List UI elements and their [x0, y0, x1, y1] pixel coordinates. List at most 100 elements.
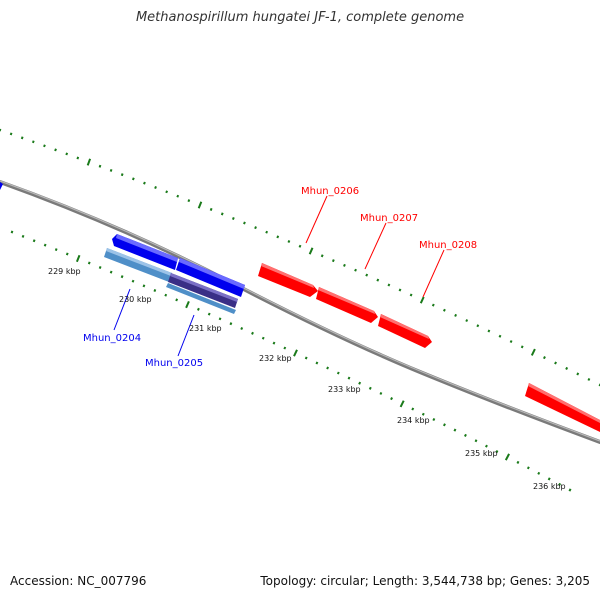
- minor-tick: [131, 279, 135, 283]
- minor-tick: [143, 181, 146, 185]
- minor-tick: [298, 244, 302, 248]
- minor-tick: [287, 239, 291, 244]
- minor-tick: [431, 303, 435, 307]
- gene-arrow-offscreen[interactable]: [525, 383, 600, 432]
- gene-arrow-mhun-0205[interactable]: [104, 248, 238, 314]
- minor-tick: [31, 140, 35, 144]
- genome-backbone: [0, 180, 600, 444]
- major-tick: [197, 201, 203, 209]
- minor-tick: [240, 326, 244, 331]
- minor-tick: [54, 248, 58, 252]
- gene-label-group-reverse: Mhun_0204 Mhun_0205: [83, 288, 203, 369]
- minor-tick: [453, 428, 457, 432]
- minor-tick: [187, 199, 191, 203]
- minor-tick: [358, 381, 362, 385]
- minor-tick: [120, 173, 124, 177]
- minor-tick: [21, 234, 25, 238]
- minor-tick: [276, 235, 280, 239]
- minor-tick: [265, 230, 269, 234]
- minor-tick: [432, 417, 436, 422]
- minor-tick: [65, 252, 69, 256]
- minor-tick: [32, 239, 36, 243]
- outer-dotted-track: [0, 128, 600, 387]
- minor-tick: [368, 386, 372, 390]
- minor-tick: [411, 407, 415, 411]
- tick-label: 234 kbp: [397, 416, 430, 425]
- minor-tick: [229, 322, 233, 326]
- minor-tick: [474, 439, 478, 443]
- tick-label: 231 kbp: [189, 324, 222, 333]
- gene-label-mhun-0207[interactable]: Mhun_0207: [360, 213, 418, 224]
- minor-tick: [495, 450, 499, 454]
- gene-label-mhun-0204[interactable]: Mhun_0204: [83, 333, 141, 344]
- minor-tick: [387, 283, 391, 287]
- minor-tick: [10, 230, 14, 234]
- minor-tick: [516, 460, 520, 464]
- minor-tick: [465, 319, 469, 323]
- minor-tick: [398, 288, 402, 292]
- minor-tick: [443, 423, 446, 427]
- minor-tick: [487, 329, 491, 333]
- minor-tick: [243, 221, 246, 225]
- gene-arrow-fragment[interactable]: [0, 182, 3, 190]
- minor-tick: [587, 377, 591, 381]
- minor-tick: [409, 293, 413, 297]
- minor-tick: [164, 293, 168, 297]
- minor-tick: [154, 186, 157, 189]
- minor-tick: [142, 284, 146, 288]
- minor-tick: [379, 391, 383, 395]
- minor-tick: [347, 376, 351, 380]
- minor-tick: [165, 190, 169, 194]
- minor-tick: [20, 136, 24, 140]
- gene-arrow-mhun-0208[interactable]: [378, 314, 432, 348]
- minor-tick: [87, 261, 91, 265]
- minor-tick: [547, 477, 551, 481]
- minor-tick: [558, 482, 562, 486]
- minor-tick: [175, 298, 179, 302]
- minor-tick: [568, 488, 572, 492]
- minor-tick: [251, 331, 254, 335]
- major-tick: [75, 254, 81, 263]
- minor-tick: [421, 412, 425, 416]
- gene-arrow-mhun-0204[interactable]: [112, 234, 245, 297]
- minor-tick: [65, 152, 69, 156]
- gene-arrow-mhun-0207[interactable]: [316, 287, 378, 323]
- minor-tick: [485, 444, 488, 448]
- minor-tick: [98, 266, 102, 269]
- minor-tick: [320, 254, 324, 258]
- minor-tick: [565, 366, 569, 370]
- minor-tick: [272, 341, 276, 345]
- map-title: Methanospirillum hungatei JF-1, complete…: [135, 10, 465, 25]
- gene-label-group-forward: Mhun_0206 Mhun_0207 Mhun_0208: [301, 186, 477, 298]
- gene-label-mhun-0205[interactable]: Mhun_0205: [145, 358, 203, 369]
- minor-tick: [209, 207, 213, 211]
- minor-tick: [231, 217, 235, 220]
- minor-tick: [131, 177, 135, 181]
- tick-label: 232 kbp: [259, 354, 292, 363]
- minor-tick: [390, 397, 393, 401]
- gene-arrow-mhun-0206[interactable]: [258, 263, 318, 297]
- major-tick: [293, 349, 298, 357]
- minor-tick: [120, 275, 124, 279]
- minor-tick: [220, 212, 224, 216]
- gene-label-mhun-0208[interactable]: Mhun_0208: [419, 240, 477, 251]
- genome-summary-label: Topology: circular; Length: 3,544,738 bp…: [260, 574, 590, 588]
- minor-tick: [464, 433, 467, 437]
- minor-tick: [336, 371, 340, 375]
- major-tick: [308, 247, 314, 255]
- tick-labels: 229 kbp 230 kbp 231 kbp 232 kbp 233 kbp …: [48, 267, 566, 491]
- accession-label: Accession: NC_007796: [10, 574, 147, 588]
- minor-tick: [207, 312, 211, 316]
- minor-tick: [476, 324, 480, 328]
- minor-tick: [509, 340, 513, 344]
- major-tick: [530, 348, 536, 356]
- minor-tick: [9, 132, 13, 136]
- gene-label-mhun-0206[interactable]: Mhun_0206: [301, 186, 359, 197]
- minor-tick: [576, 372, 580, 376]
- minor-tick: [365, 273, 369, 277]
- minor-tick: [98, 164, 102, 168]
- minor-tick: [376, 278, 380, 282]
- minor-tick: [331, 259, 335, 263]
- minor-tick: [254, 226, 257, 230]
- minor-tick: [218, 317, 222, 321]
